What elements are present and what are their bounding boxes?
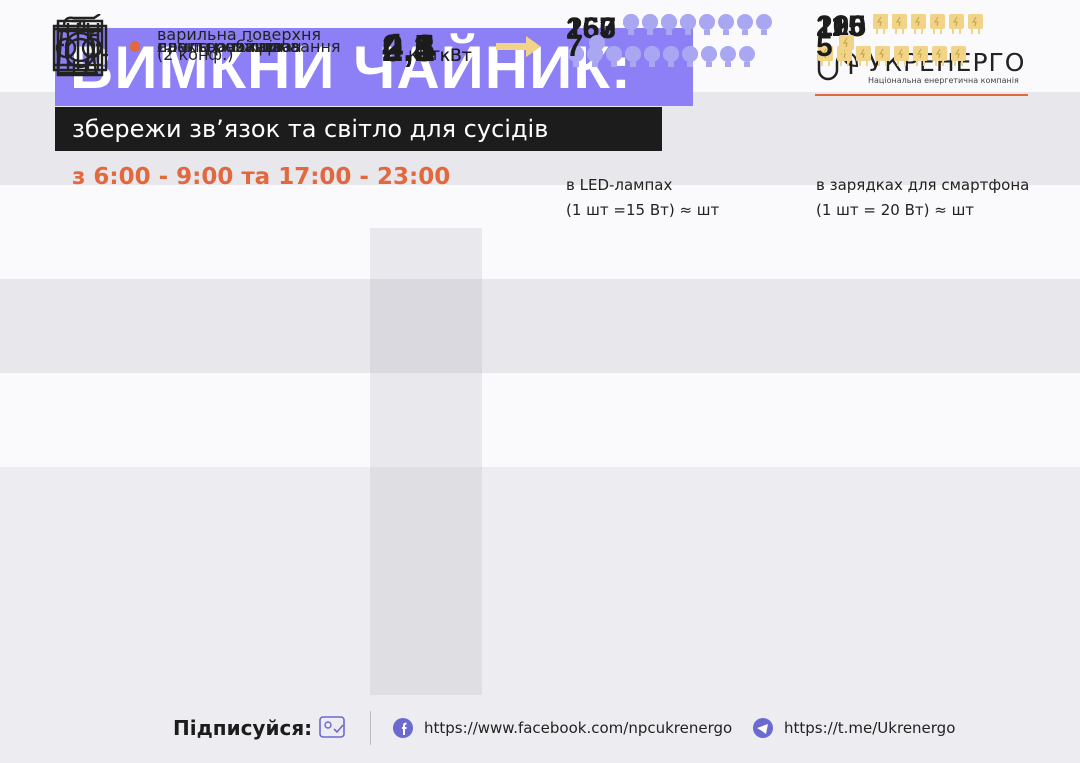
charger-header-note: (1 шт = 20 Вт) ≈ шт: [816, 201, 975, 219]
power-value: 0,1: [382, 28, 435, 70]
charger-bolt: [933, 16, 939, 27]
device-label: варильна поверхня (2 конф.): [157, 25, 322, 64]
bullet: [130, 42, 140, 52]
facebook-link[interactable]: https://www.facebook.com/npcukrenergo: [424, 719, 733, 737]
power: 2,3 кВт: [382, 27, 472, 71]
device-outline: [58, 21, 102, 75]
divider: [370, 711, 371, 745]
charger-pin: [933, 29, 935, 34]
bulb-icon: [756, 14, 772, 30]
device-label: електрочайник: [157, 37, 287, 56]
device-icon: [58, 21, 102, 75]
subscribe: Підписуйся:: [173, 716, 313, 740]
bulb-base: [725, 62, 731, 67]
power-unit: кВт: [408, 45, 440, 65]
charger-icon: [892, 14, 907, 29]
bulb-base: [723, 30, 729, 35]
bulb-base: [704, 30, 710, 35]
power-value: 2,4: [382, 28, 435, 70]
power-unit: кВт: [439, 46, 472, 66]
row: пральна машина 2,3 кВт 153 115: [0, 10, 1080, 373]
subtitle-box: [55, 107, 662, 151]
footer: Підписуйся: https://www.facebook.com/npc…: [0, 695, 1080, 763]
device-icon: [52, 14, 108, 72]
device-label: пральна машина: [157, 37, 300, 56]
charger-count: 5: [816, 30, 833, 63]
charger-icon: [930, 14, 945, 29]
charger-bolt: [971, 16, 977, 27]
charger-pin: [883, 29, 885, 34]
bulb-icon: [739, 46, 755, 62]
arrow: [496, 37, 540, 57]
bulb-icon: [718, 14, 734, 30]
telegram-link[interactable]: https://t.me/Ukrenergo: [784, 719, 956, 737]
charger-bolt: [914, 16, 920, 27]
subscribe-icon: [319, 716, 345, 738]
bulb-icon: [699, 14, 715, 30]
power: 2,4 кВт: [382, 27, 472, 71]
hours: з 6:00 - 9:00 та 17:00 - 23:00: [72, 164, 451, 190]
power: 0,1 кВт: [382, 27, 472, 71]
bulb-base: [706, 62, 712, 67]
charger-icon: [873, 14, 888, 29]
charger-icon: [968, 14, 983, 29]
charger-bolt: [952, 16, 958, 27]
power: 4 кВт: [382, 26, 440, 70]
logo-name: УКРЕНЕРГО: [868, 48, 1026, 77]
title: ВИМКНИ ЧАЙНИК:: [70, 34, 632, 101]
row: лампа розжарювання 0,1 кВт 7 5: [0, 21, 1080, 467]
charger-pin: [940, 29, 942, 34]
bulb-base: [742, 30, 748, 35]
bulb-base: [744, 62, 750, 67]
device-label: лампа розжарювання: [157, 37, 341, 56]
charger-pin: [971, 29, 973, 34]
led-header: в LED-лампах: [566, 176, 673, 194]
charger-pin: [895, 29, 897, 34]
charger-icon: [911, 14, 926, 29]
charger-pin: [876, 29, 878, 34]
power-column: [370, 228, 482, 695]
charger-pin: [978, 29, 980, 34]
charger-bolt: [876, 16, 882, 27]
charger-header: в зарядках для смартфона: [816, 176, 1030, 194]
led-count: 7: [566, 30, 583, 63]
charger-pin: [959, 29, 961, 34]
charger-bolt: [859, 48, 865, 59]
power-unit: кВт: [439, 45, 472, 66]
charger-pin: [921, 29, 923, 34]
device-outline: [52, 14, 108, 72]
subtitle: збережи зв’язок та світло для сусідів: [72, 115, 549, 143]
power-unit: кВт: [439, 46, 472, 66]
charger-pin: [952, 29, 954, 34]
device-label: електрообігрівач: [157, 36, 302, 56]
power: 2,5 кВт: [382, 27, 472, 71]
power-value: 4: [382, 27, 404, 69]
arrow-shape: [496, 37, 540, 57]
logo-line: [815, 94, 1028, 96]
bulb-icon: [701, 46, 717, 62]
bulb-icon: [720, 46, 736, 62]
charger-pin: [902, 29, 904, 34]
bulb-icon: [737, 14, 753, 30]
power-unit: кВт: [439, 46, 472, 66]
title-box: [55, 28, 693, 106]
telegram-icon: [753, 718, 773, 738]
power-value: 2,3: [382, 28, 435, 70]
led-header-note: (1 шт =15 Вт) ≈ шт: [566, 201, 720, 219]
logo-tagline: Національна енергетична компанія: [868, 76, 1019, 85]
charger-icon: [949, 14, 964, 29]
charger-pin: [914, 29, 916, 34]
bulb-base: [761, 30, 767, 35]
power-value: 2,5: [382, 27, 435, 70]
facebook-icon: [393, 718, 413, 738]
charger-bolt: [895, 16, 901, 27]
